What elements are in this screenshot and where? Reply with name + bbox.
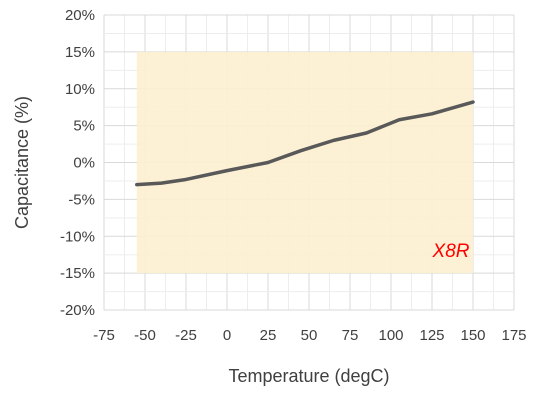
x8r-band-label: X8R bbox=[432, 241, 470, 262]
y-tick-label: 10% bbox=[65, 81, 95, 98]
y-tick-label: -20% bbox=[60, 302, 95, 319]
x-tick-label: 25 bbox=[260, 327, 277, 344]
y-axis-label: Capacitance (%) bbox=[12, 96, 32, 229]
x-axis-label: Temperature (degC) bbox=[228, 366, 389, 386]
y-tick-label: 0% bbox=[73, 155, 95, 172]
y-tick-label: -5% bbox=[68, 191, 95, 208]
y-tick-label: 5% bbox=[73, 118, 95, 135]
x-tick-label: 150 bbox=[460, 327, 485, 344]
x-tick-labels: -75 -50 -25 0 25 50 75 100 125 150 175 bbox=[93, 327, 526, 344]
series-group bbox=[135, 100, 475, 187]
x-tick-label: -50 bbox=[134, 327, 156, 344]
x-tick-label: 100 bbox=[378, 327, 403, 344]
y-tick-label: 15% bbox=[65, 44, 95, 61]
x-tick-label: 0 bbox=[223, 327, 231, 344]
x-tick-label: -75 bbox=[93, 327, 115, 344]
x-tick-label: 175 bbox=[501, 327, 526, 344]
y-tick-labels: -20% -15% -10% -5% 0% 5% 10% 15% 20% bbox=[60, 7, 95, 319]
y-tick-label: -10% bbox=[60, 228, 95, 245]
x-tick-label: 125 bbox=[419, 327, 444, 344]
x8r-spec-band bbox=[136, 51, 474, 274]
x-tick-label: -25 bbox=[175, 327, 197, 344]
y-tick-label: 20% bbox=[65, 7, 95, 24]
y-tick-label: -15% bbox=[60, 265, 95, 282]
x-tick-label: 75 bbox=[342, 327, 359, 344]
x-tick-label: 50 bbox=[301, 327, 318, 344]
